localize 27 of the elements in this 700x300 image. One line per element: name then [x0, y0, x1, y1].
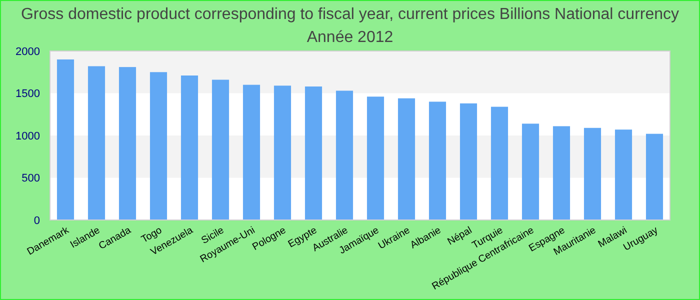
bar — [212, 80, 230, 220]
bar — [118, 67, 136, 220]
bar — [274, 86, 292, 220]
bar — [614, 130, 632, 220]
bar — [490, 106, 508, 220]
bar — [646, 134, 664, 220]
y-tick-label: 500 — [22, 172, 40, 185]
bar — [366, 96, 384, 220]
y-tick-label: 1500 — [16, 88, 40, 100]
bar — [242, 84, 260, 220]
bar — [56, 59, 74, 220]
bar — [398, 98, 416, 220]
bar — [180, 76, 198, 220]
bar — [304, 86, 322, 220]
y-tick-label: 0 — [34, 214, 40, 227]
chart-subtitle: Année 2012 — [306, 29, 394, 46]
chart-title: Gross domestic product corresponding to fiscal year, current prices Billions National currency — [20, 6, 680, 23]
bar — [150, 72, 168, 220]
bar — [522, 124, 540, 220]
bar — [336, 90, 354, 220]
bar — [552, 126, 570, 220]
y-tick-label: 1000 — [16, 130, 40, 142]
bar — [584, 128, 602, 220]
y-tick-label: 2000 — [16, 46, 40, 58]
bar — [460, 103, 478, 220]
bar — [428, 102, 446, 220]
bar — [88, 66, 106, 220]
